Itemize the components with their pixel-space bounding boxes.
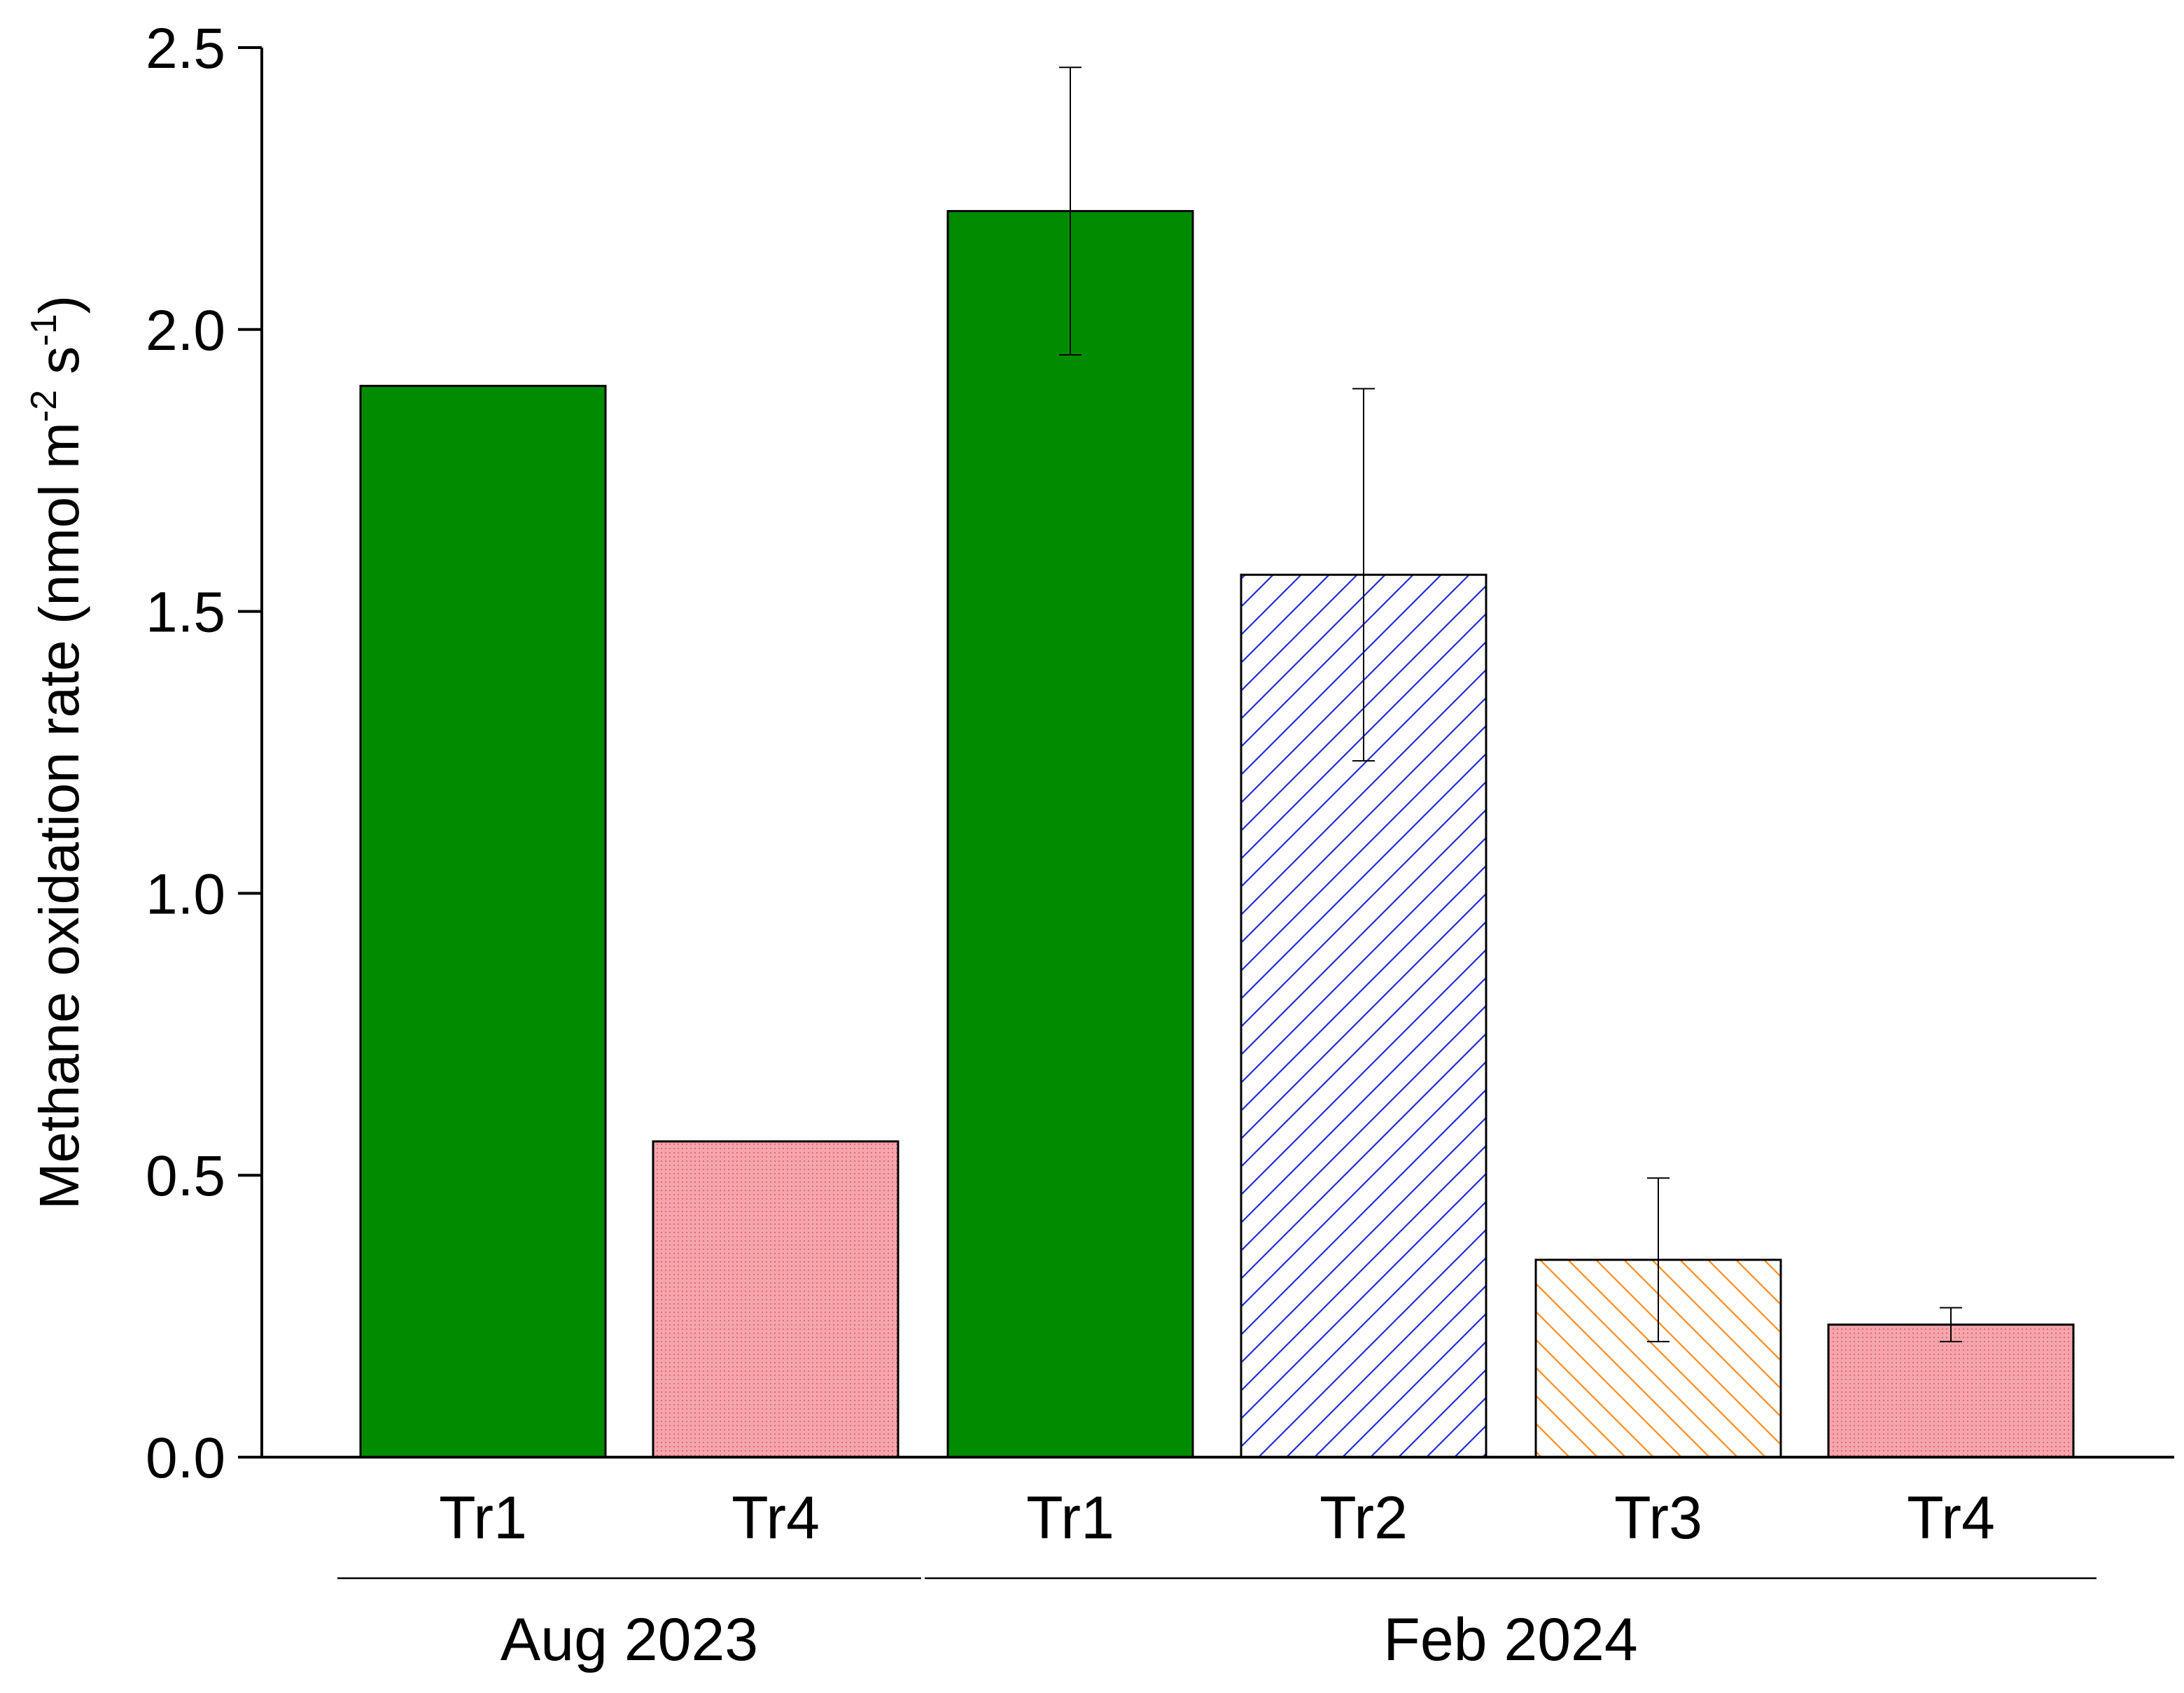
bars-layer — [359, 210, 2075, 1459]
y-ticks: 0.0 0.5 1.0 1.5 2.0 2.5 — [146, 17, 262, 1490]
error-bar-4 — [1647, 1177, 1670, 1342]
bar-tr1-2 — [946, 210, 1194, 1459]
bar-tr4-1 — [652, 1140, 899, 1459]
bar-tr1-0 — [359, 384, 607, 1459]
y-tick-label: 1.5 — [146, 581, 225, 645]
x-tick-label: Tr4 — [1907, 1484, 1995, 1552]
x-tick-label: Tr3 — [1614, 1484, 1702, 1552]
x-tick-labels: Tr1 Tr4 Tr1 Tr2 Tr3 Tr4 — [439, 1484, 1995, 1552]
error-bars-layer — [1059, 66, 1962, 1342]
bar-tr4-5 — [1827, 1323, 2075, 1459]
x-tick-label: Tr1 — [1026, 1484, 1114, 1552]
error-bar-3 — [1352, 388, 1375, 762]
y-tick-label: 2.0 — [146, 299, 225, 363]
y-tick-label: 0.5 — [146, 1144, 225, 1208]
x-tick-label: Tr2 — [1320, 1484, 1408, 1552]
error-bar-5 — [1940, 1307, 1962, 1342]
error-bar-2 — [1059, 66, 1082, 356]
group-labels: Aug 2023 Feb 2024 — [337, 1577, 2096, 1673]
y-tick-label: 1.0 — [146, 862, 225, 926]
group-label: Feb 2024 — [1383, 1606, 1637, 1673]
y-tick-label: 2.5 — [146, 17, 225, 80]
x-tick-label: Tr1 — [439, 1484, 527, 1552]
y-tick-label: 0.0 — [146, 1426, 225, 1490]
x-tick-label: Tr4 — [732, 1484, 820, 1552]
y-axis-label: Methane oxidation rate (nmol m-2 s-1) — [24, 295, 90, 1209]
group-label: Aug 2023 — [500, 1606, 758, 1673]
